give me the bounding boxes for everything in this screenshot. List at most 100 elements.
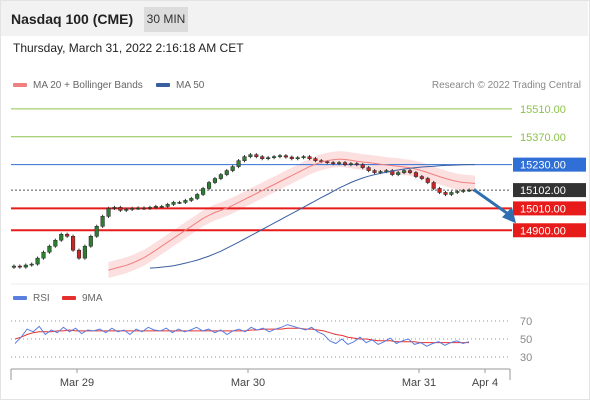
candle-body-73 <box>443 192 448 195</box>
candle-body-12 <box>82 245 87 259</box>
candle-body-48 <box>295 157 300 159</box>
candles <box>11 153 478 269</box>
candle-body-7 <box>53 239 58 247</box>
credit-text: Research © 2022 Trading Central <box>431 80 581 91</box>
candle-body-5 <box>41 251 46 259</box>
candle-body-71 <box>431 182 436 189</box>
candle-body-45 <box>277 155 283 157</box>
forecast-arrow-head <box>502 207 516 224</box>
candle-body-77 <box>467 189 472 192</box>
candle-body-20 <box>130 208 135 210</box>
level-label-5: 14900.00 <box>520 225 566 237</box>
candle-body-30 <box>189 198 194 201</box>
legend-ma20-label: MA 20 + Bollinger Bands <box>33 80 143 91</box>
legend-ma50-swatch <box>156 83 170 88</box>
ma20-line <box>108 158 476 271</box>
rsi-tick-label-0: 70 <box>520 316 532 328</box>
candle-body-70 <box>425 178 430 183</box>
legend-ma20-swatch <box>13 83 27 88</box>
x-tick-label-3: Apr 4 <box>472 377 498 389</box>
candle-body-13 <box>88 235 93 247</box>
legend-rsi-label: RSI <box>33 293 50 304</box>
bollinger-band <box>108 151 475 278</box>
candle-body-32 <box>201 188 206 195</box>
candle-body-24 <box>153 206 158 208</box>
candle-body-25 <box>159 206 164 208</box>
rsi-line <box>14 324 470 347</box>
candle-body-16 <box>106 208 111 217</box>
candle-body-33 <box>206 182 212 189</box>
candle-body-72 <box>437 188 442 193</box>
candle-body-35 <box>218 174 223 179</box>
candle-body-6 <box>47 245 52 253</box>
legend-9ma-swatch <box>62 296 76 301</box>
level-label-bg-2 <box>513 157 586 172</box>
candle-body-18 <box>118 207 123 211</box>
candle-body-39 <box>242 156 247 161</box>
x-tick-label-1: Mar 30 <box>231 377 265 389</box>
candle-body-66 <box>402 170 407 173</box>
candle-body-49 <box>301 156 306 158</box>
level-label-bg-5 <box>513 223 586 238</box>
candle-body-62 <box>378 171 383 173</box>
candle-body-17 <box>112 207 117 209</box>
candle-body-40 <box>248 154 253 157</box>
timestamp: Thursday, March 31, 2022 2:16:18 AM CET <box>13 41 244 55</box>
candle-body-22 <box>141 207 147 210</box>
candle-body-9 <box>65 233 70 237</box>
candle-body-53 <box>325 161 330 163</box>
candle-body-15 <box>100 216 105 227</box>
level-label-1: 15370.00 <box>520 132 566 144</box>
candle-body-38 <box>236 160 241 167</box>
level-label-4: 15010.00 <box>520 203 566 215</box>
candle-body-52 <box>319 160 324 162</box>
candle-body-68 <box>413 172 418 177</box>
level-label-3: 15102.00 <box>520 185 566 197</box>
candle-body-47 <box>289 156 294 159</box>
level-label-0: 15510.00 <box>520 104 566 116</box>
candle-body-58 <box>354 163 359 165</box>
candle-body-10 <box>71 235 76 251</box>
candle-body-65 <box>396 172 401 175</box>
candle-body-74 <box>449 192 454 195</box>
candle-body-11 <box>76 249 82 259</box>
candle-body-4 <box>35 257 40 265</box>
x-tick-label-0: Mar 29 <box>60 377 94 389</box>
rsi-tick-label-2: 30 <box>520 352 532 364</box>
instrument-title: Nasdaq 100 (CME) <box>11 11 134 27</box>
candle-body-21 <box>136 207 141 210</box>
candle-body-55 <box>337 162 342 164</box>
candle-body-61 <box>372 170 377 173</box>
candle-body-28 <box>177 202 182 204</box>
candle-body-44 <box>272 156 277 158</box>
candle-body-23 <box>147 207 152 209</box>
rsi-tick-label-1: 50 <box>520 334 532 346</box>
price-levels: 15510.00 15370.00 15230.00 15102.00 15010.00… <box>11 104 586 238</box>
legend-rsi-swatch <box>13 296 27 301</box>
forecast-arrow-shaft <box>473 188 512 217</box>
candle-body-51 <box>313 158 318 161</box>
legend-ma50-label: MA 50 <box>176 80 205 91</box>
candle-body-63 <box>384 170 389 172</box>
candle-body-36 <box>224 170 229 175</box>
legend-9ma-label: 9MA <box>82 293 103 304</box>
level-label-bg-4 <box>513 201 586 216</box>
candle-body-56 <box>342 162 348 165</box>
x-tick-label-2: Mar 31 <box>402 377 436 389</box>
level-label-bg-3 <box>513 183 586 198</box>
interval-button[interactable]: 30 MIN <box>144 7 188 32</box>
candle-body-31 <box>195 194 200 199</box>
candle-body-50 <box>307 156 312 159</box>
candle-body-54 <box>331 162 336 164</box>
candle-body-59 <box>360 164 365 168</box>
chart-header: Nasdaq 100 (CME) 30 MIN <box>1 1 588 36</box>
candle-body-19 <box>124 209 129 211</box>
legend-rsi: RSI <box>13 293 50 304</box>
candle-body-27 <box>171 202 176 205</box>
legend-ma20: MA 20 + Bollinger Bands <box>13 80 143 91</box>
candle-body-8 <box>59 233 64 241</box>
candle-body-29 <box>183 200 188 203</box>
candle-body-42 <box>260 156 265 159</box>
candle-body-26 <box>165 204 170 207</box>
